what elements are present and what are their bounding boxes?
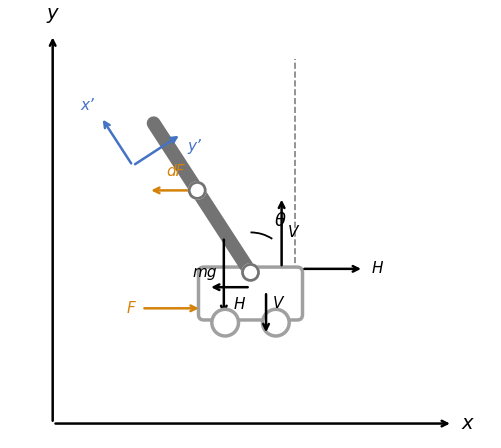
Text: V: V (273, 296, 284, 311)
Text: y: y (47, 4, 59, 23)
Text: H: H (372, 261, 383, 276)
Text: θ: θ (275, 212, 286, 230)
Circle shape (263, 309, 289, 336)
Text: x’: x’ (81, 98, 95, 113)
FancyBboxPatch shape (198, 267, 303, 320)
Text: H: H (233, 297, 245, 312)
Text: dF: dF (166, 164, 184, 179)
Text: x: x (461, 414, 473, 433)
Circle shape (212, 309, 238, 336)
Text: mg: mg (193, 265, 217, 280)
Circle shape (242, 264, 259, 280)
Text: F: F (126, 301, 135, 316)
Circle shape (189, 182, 205, 198)
Text: y’: y’ (188, 139, 202, 154)
Text: V: V (288, 225, 299, 240)
